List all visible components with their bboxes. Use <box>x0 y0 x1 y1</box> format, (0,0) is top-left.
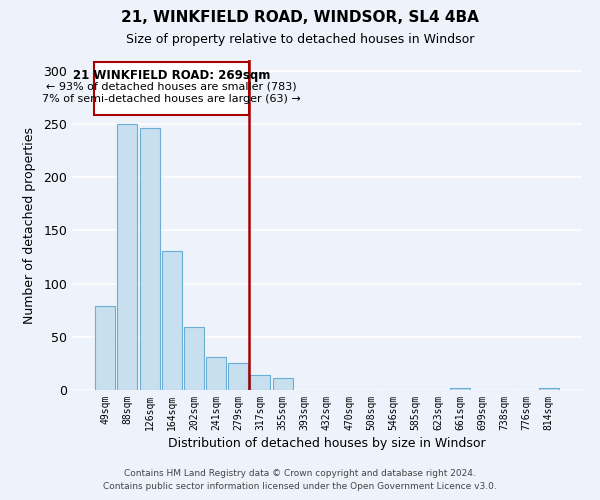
Bar <box>118 124 137 390</box>
Bar <box>450 388 470 390</box>
Bar <box>272 378 293 390</box>
Bar <box>228 364 248 390</box>
Bar <box>250 375 271 390</box>
Bar <box>184 327 204 390</box>
FancyBboxPatch shape <box>94 62 250 116</box>
Text: 21 WINKFIELD ROAD: 269sqm: 21 WINKFIELD ROAD: 269sqm <box>73 68 271 82</box>
Text: Size of property relative to detached houses in Windsor: Size of property relative to detached ho… <box>126 32 474 46</box>
Bar <box>95 306 115 390</box>
Bar <box>206 357 226 390</box>
X-axis label: Distribution of detached houses by size in Windsor: Distribution of detached houses by size … <box>168 437 486 450</box>
Bar <box>140 128 160 390</box>
Text: Contains HM Land Registry data © Crown copyright and database right 2024.
Contai: Contains HM Land Registry data © Crown c… <box>103 470 497 491</box>
Text: ← 93% of detached houses are smaller (783): ← 93% of detached houses are smaller (78… <box>46 82 297 92</box>
Y-axis label: Number of detached properties: Number of detached properties <box>23 126 37 324</box>
Bar <box>162 250 182 390</box>
Bar <box>539 388 559 390</box>
Text: 21, WINKFIELD ROAD, WINDSOR, SL4 4BA: 21, WINKFIELD ROAD, WINDSOR, SL4 4BA <box>121 10 479 25</box>
Text: 7% of semi-detached houses are larger (63) →: 7% of semi-detached houses are larger (6… <box>43 94 301 104</box>
